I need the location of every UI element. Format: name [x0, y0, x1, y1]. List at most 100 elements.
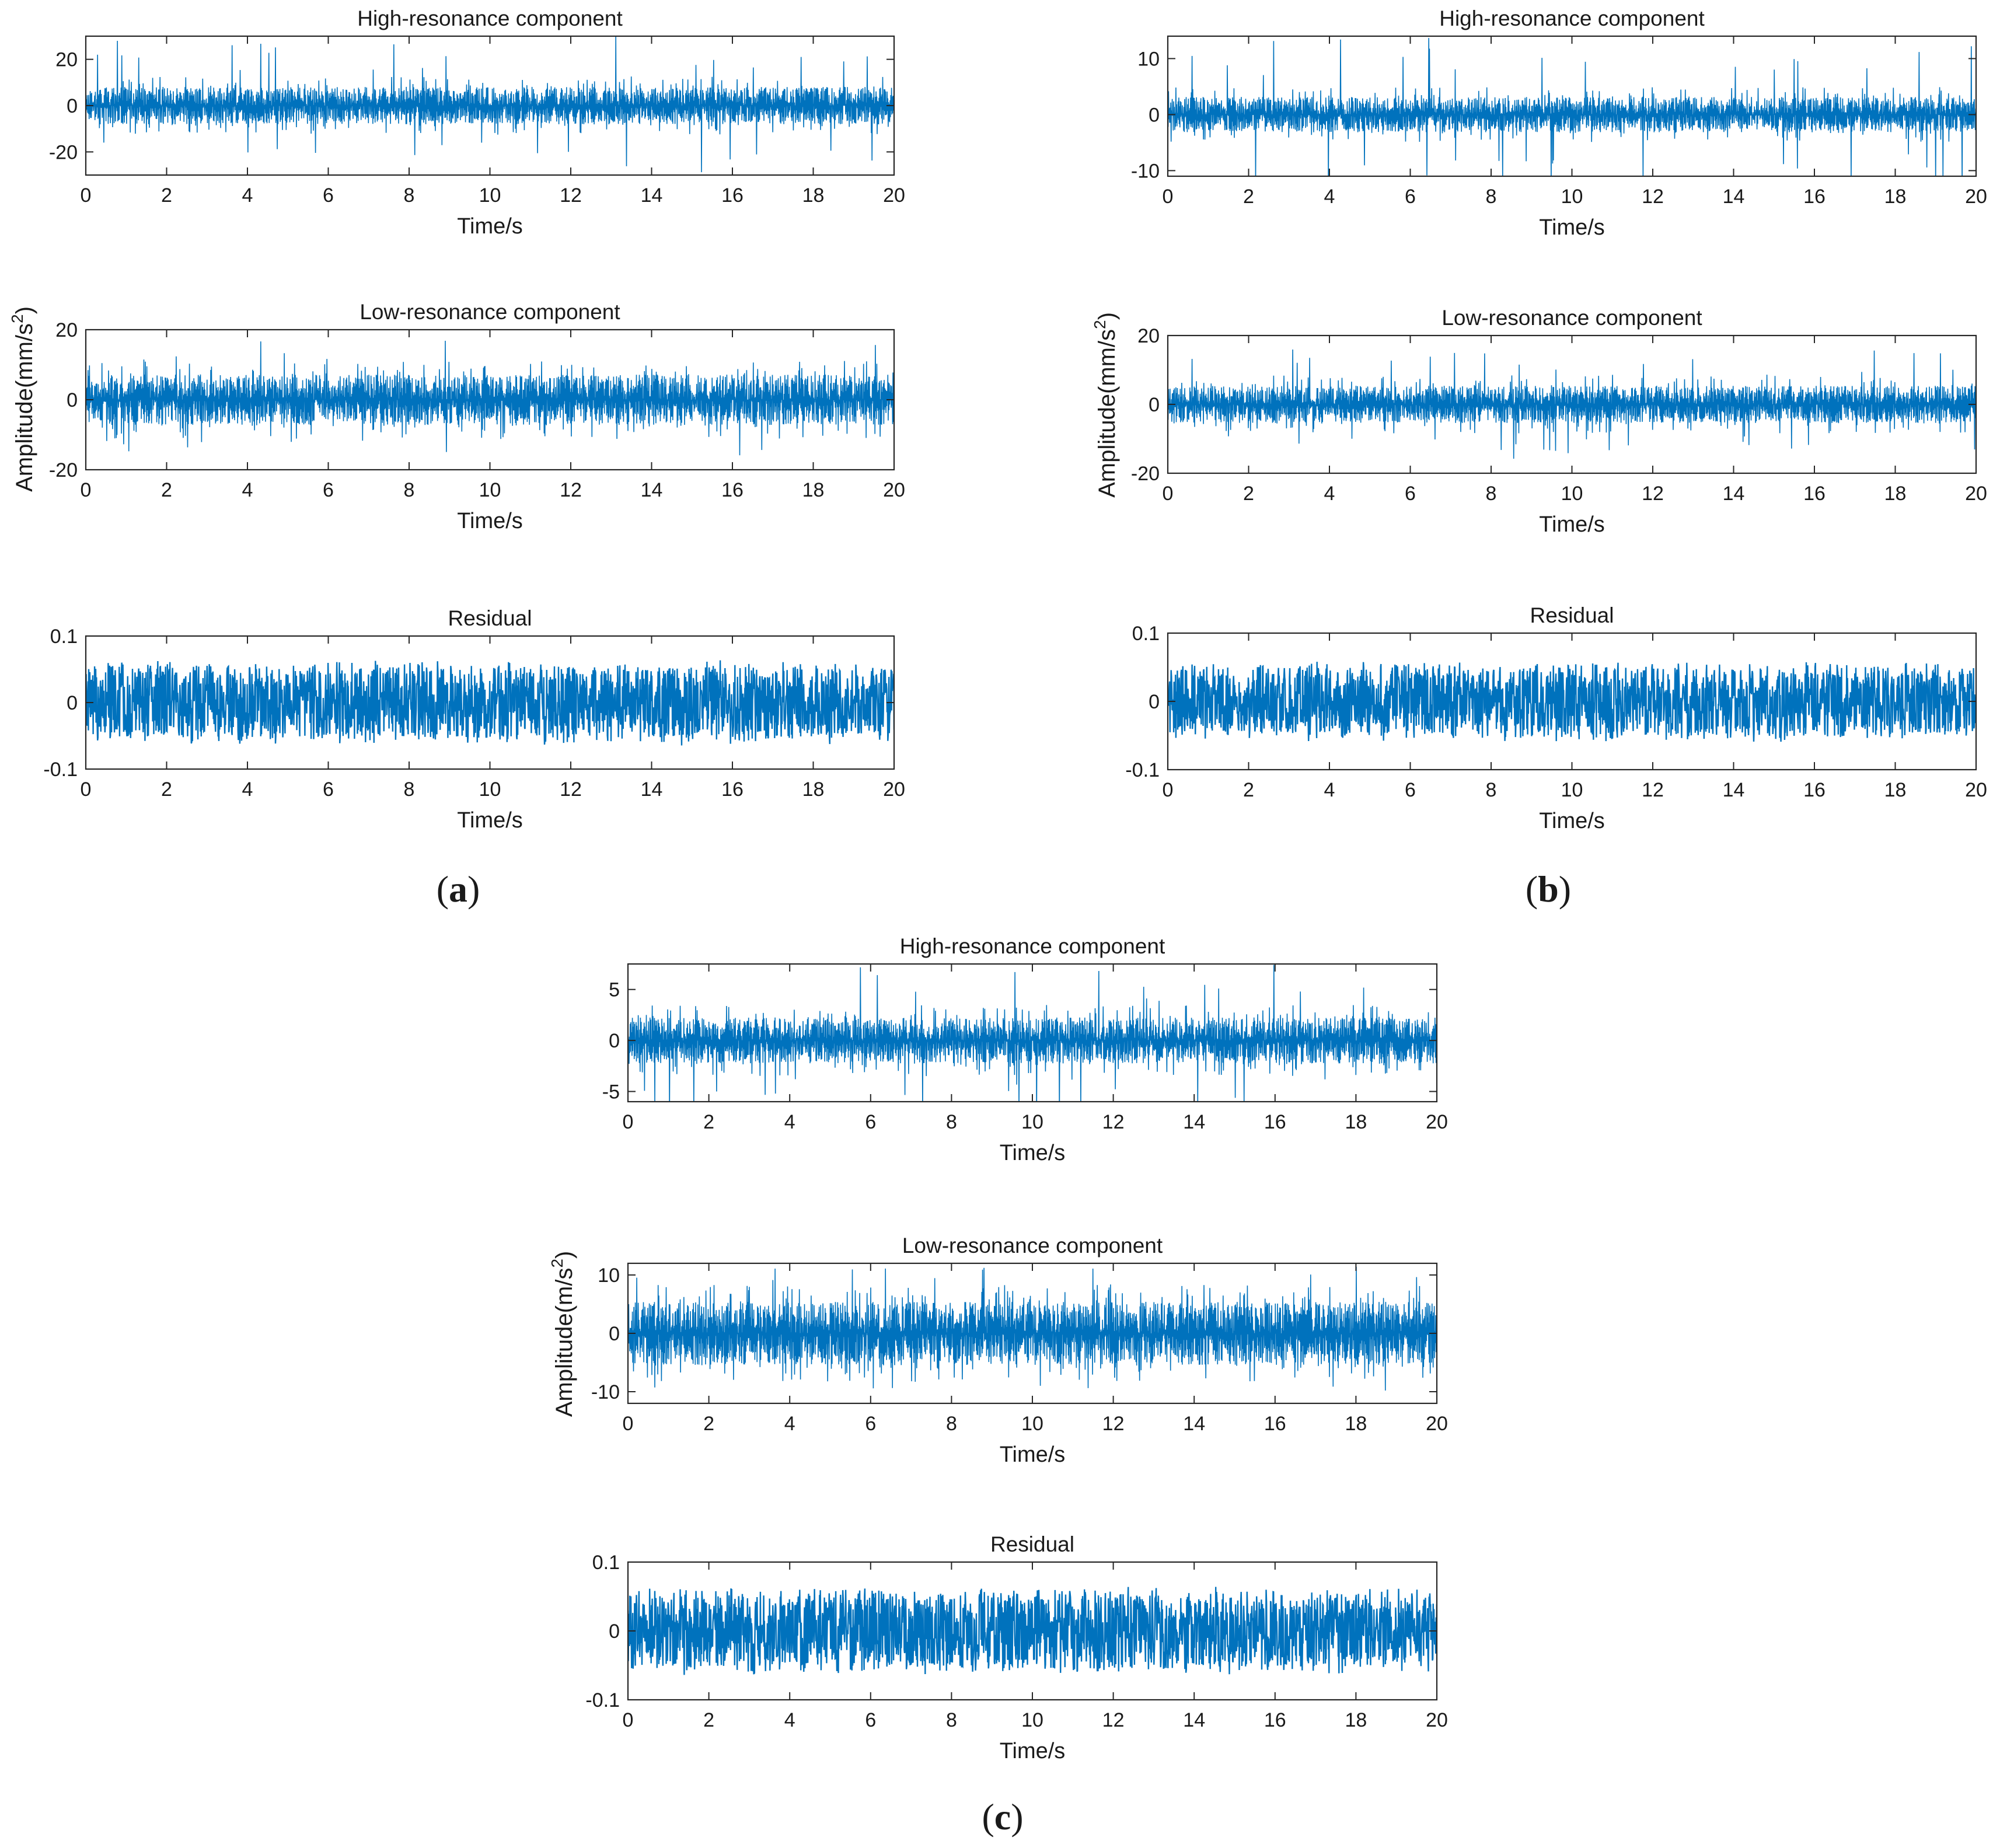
x-tick-label: 20 — [1426, 1709, 1448, 1731]
x-tick-label: 12 — [1642, 186, 1664, 208]
x-tick-label: 4 — [784, 1111, 795, 1133]
x-tick-label: 8 — [1486, 186, 1497, 208]
y-tick-label: -5 — [602, 1081, 620, 1103]
x-tick-label: 2 — [703, 1709, 714, 1731]
x-tick-label: 2 — [1243, 186, 1254, 208]
y-tick-label: 20 — [1137, 325, 1160, 347]
y-tick-label: 0 — [1149, 691, 1160, 713]
x-tick-label: 10 — [1021, 1413, 1043, 1435]
x-tick-label: 8 — [404, 184, 415, 207]
x-tick-label: 16 — [1803, 779, 1826, 801]
x-tick-label: 10 — [1021, 1709, 1043, 1731]
x-tick-label: 0 — [623, 1111, 634, 1133]
x-tick-label: 8 — [404, 778, 415, 801]
x-tick-label: 12 — [1102, 1111, 1125, 1133]
x-axis-label: Time/s — [1539, 215, 1605, 240]
x-tick-label: 14 — [1183, 1709, 1205, 1731]
x-tick-label: 2 — [161, 184, 172, 207]
x-tick-label: 18 — [1884, 186, 1907, 208]
x-tick-label: 16 — [721, 184, 744, 207]
y-tick-label: 10 — [598, 1264, 620, 1287]
subplot-title: High-resonance component — [1439, 6, 1705, 30]
subplot-title: Residual — [1530, 603, 1614, 627]
panel-label-b: (b) — [1526, 868, 1571, 910]
x-tick-label: 6 — [865, 1111, 876, 1133]
y-tick-label: -10 — [1131, 160, 1160, 182]
y-tick-label: -0.1 — [43, 759, 78, 781]
x-tick-label: 14 — [1723, 186, 1745, 208]
x-tick-label: 18 — [802, 778, 825, 801]
x-axis-label: Time/s — [1539, 512, 1605, 537]
x-tick-label: 12 — [1102, 1709, 1125, 1731]
y-tick-label: 0.1 — [50, 626, 78, 648]
panel-label-c: (c) — [982, 1796, 1023, 1837]
x-tick-label: 4 — [1324, 483, 1335, 505]
y-tick-label: -10 — [591, 1381, 620, 1403]
y-tick-label: 0 — [1149, 104, 1160, 126]
x-tick-label: 8 — [946, 1709, 957, 1731]
x-tick-label: 10 — [479, 778, 501, 801]
x-tick-label: 14 — [1183, 1413, 1205, 1435]
x-tick-label: 14 — [1183, 1111, 1205, 1133]
x-tick-label: 6 — [1405, 779, 1416, 801]
x-tick-label: 16 — [721, 479, 744, 501]
x-tick-label: 16 — [1264, 1709, 1286, 1731]
x-tick-label: 4 — [784, 1709, 795, 1731]
x-tick-label: 6 — [1405, 186, 1416, 208]
x-axis-label: Time/s — [457, 214, 523, 239]
signal-line — [86, 340, 894, 456]
x-tick-label: 20 — [1965, 483, 1987, 505]
x-tick-label: 12 — [1642, 483, 1664, 505]
x-axis-label: Time/s — [1000, 1442, 1066, 1467]
x-tick-label: 18 — [802, 184, 825, 207]
x-tick-label: 4 — [1324, 186, 1335, 208]
x-tick-label: 18 — [1884, 779, 1907, 801]
y-tick-label: 0.1 — [1132, 623, 1160, 645]
x-tick-label: 8 — [404, 479, 415, 501]
x-tick-label: 6 — [865, 1709, 876, 1731]
y-axis-label-c: Amplitude(m/s2) — [548, 1251, 577, 1417]
subplot-title: Low-resonance component — [1441, 306, 1702, 330]
x-tick-label: 0 — [81, 778, 92, 801]
subplot-title: Low-resonance component — [359, 300, 620, 324]
x-tick-label: 12 — [560, 184, 582, 207]
x-tick-label: 6 — [865, 1413, 876, 1435]
y-tick-label: 0 — [609, 1030, 620, 1052]
x-tick-label: 10 — [1561, 483, 1583, 505]
y-tick-label: 5 — [609, 979, 620, 1001]
x-tick-label: 6 — [323, 184, 334, 207]
x-tick-label: 12 — [1102, 1413, 1125, 1435]
signal-line — [628, 965, 1437, 1102]
x-tick-label: 20 — [883, 778, 905, 801]
y-tick-label: 0 — [67, 95, 78, 117]
x-tick-label: 16 — [721, 778, 744, 801]
y-tick-label: -20 — [1131, 463, 1160, 485]
y-tick-label: -0.1 — [1125, 759, 1160, 781]
signal-line — [86, 36, 894, 173]
y-tick-label: 0 — [67, 389, 78, 411]
x-tick-label: 18 — [802, 479, 825, 501]
y-tick-label: 20 — [55, 49, 78, 71]
x-axis-label: Time/s — [1539, 809, 1605, 833]
x-tick-label: 14 — [641, 479, 663, 501]
y-tick-label: -20 — [49, 459, 78, 481]
x-tick-label: 6 — [1405, 483, 1416, 505]
x-tick-label: 18 — [1884, 483, 1907, 505]
subplot-title: Residual — [448, 606, 532, 630]
y-axis-label-a: Amplitude(mm/s2) — [8, 306, 37, 492]
x-tick-label: 8 — [946, 1413, 957, 1435]
x-tick-label: 4 — [784, 1413, 795, 1435]
x-axis-label: Time/s — [1000, 1739, 1066, 1763]
x-axis-label: Time/s — [457, 509, 523, 533]
x-tick-label: 0 — [1163, 483, 1174, 505]
x-tick-label: 6 — [323, 479, 334, 501]
x-tick-label: 12 — [560, 778, 582, 801]
